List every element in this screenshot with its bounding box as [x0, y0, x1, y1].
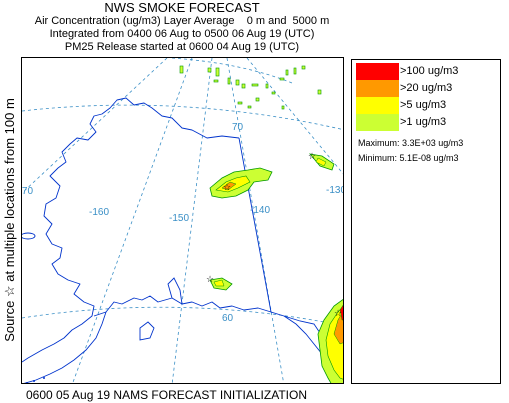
lon-label-130: -130 — [326, 185, 344, 196]
graticule-meridians — [22, 58, 343, 383]
plume-interior-core — [221, 181, 237, 191]
legend-swatch-5 — [356, 97, 399, 114]
lon-label-150: -150 — [169, 213, 189, 224]
legend-maximum: Maximum: 3.3E+03 ug/m3 — [358, 138, 464, 148]
plume-panhandle-orange — [333, 310, 343, 345]
lon-label-140: -140 — [250, 205, 270, 216]
meridian-130 — [246, 58, 343, 175]
lat-label-60: 60 — [222, 313, 234, 324]
legend-item: >20 ug/m3 — [356, 80, 496, 97]
legend-swatch-1 — [356, 114, 399, 131]
plume-arctic-specks — [179, 65, 322, 110]
subtitle-integration: Integrated from 0400 06 Aug to 0500 06 A… — [49, 28, 315, 40]
st-lawrence-island — [22, 232, 36, 240]
lat-line-60 — [22, 306, 343, 327]
source-side-label-text: Source ☆ at multiple locations from 100 … — [2, 98, 17, 342]
source-star-icon: ☆ — [223, 182, 231, 192]
plume-south-core — [213, 279, 225, 287]
legend-swatch-100 — [356, 63, 399, 80]
source-star-icons: ☆ ☆ ☆ ☆ — [206, 151, 342, 318]
map-panel: -170 -160 -150 -140 -130 70 60 — [21, 57, 344, 384]
source-star-icon: ☆ — [308, 151, 316, 161]
source-star-icon: ☆ — [206, 274, 214, 284]
plume-east-core — [315, 157, 327, 167]
map-title: NWS SMOKE FORECAST — [104, 0, 260, 15]
legend-minimum: Minimum: 5.1E-08 ug/m3 — [358, 153, 459, 163]
legend-item: >5 ug/m3 — [356, 97, 496, 114]
meridian-170 — [22, 58, 168, 194]
graticule-latitudes — [22, 58, 343, 327]
alaska-coastline — [22, 97, 240, 363]
legend-item: >100 ug/m3 — [356, 63, 496, 80]
alaska-peninsula — [23, 311, 107, 383]
subtitle-release: PM25 Release started at 0600 04 Aug 19 (… — [64, 41, 300, 53]
meridian-150 — [171, 58, 213, 383]
alaska-south-coast — [93, 295, 272, 317]
aleutian-islands — [26, 377, 45, 383]
plume-panhandle-red — [339, 304, 343, 321]
source-star-icon: ☆ — [334, 308, 342, 318]
smoke-plumes: ☆ ☆ ☆ ☆ — [179, 65, 343, 383]
legend-label: >100 ug/m3 — [400, 65, 459, 77]
footer-initialization: 0600 05 Aug 19 NAMS FORECAST INITIALIZAT… — [26, 388, 307, 402]
map-canvas: -170 -160 -150 -140 -130 70 60 — [22, 58, 344, 383]
lat-label-70: 70 — [232, 122, 244, 133]
longitude-labels: -170 -160 -150 -140 -130 70 60 — [22, 122, 344, 324]
kodiak-island — [139, 321, 155, 341]
meridian-140 — [226, 58, 285, 383]
lon-label-160: -160 — [89, 207, 109, 218]
legend-label: >5 ug/m3 — [400, 99, 447, 111]
legend-label: >20 ug/m3 — [400, 82, 453, 94]
cook-inlet — [167, 277, 183, 305]
legend-panel: >100 ug/m3 >20 ug/m3 >5 ug/m3 >1 ug/m3 M… — [351, 59, 501, 384]
lon-label-170: -170 — [22, 186, 33, 197]
meridian-160 — [72, 58, 193, 383]
legend-swatch-20 — [356, 80, 399, 97]
lat-line-70 — [22, 104, 343, 130]
lat-line-80 — [171, 58, 293, 84]
legend-label: >1 ug/m3 — [400, 116, 447, 128]
legend-item: >1 ug/m3 — [356, 114, 496, 131]
subtitle-layer: Air Concentration (ug/m3) Layer Average … — [34, 15, 330, 27]
